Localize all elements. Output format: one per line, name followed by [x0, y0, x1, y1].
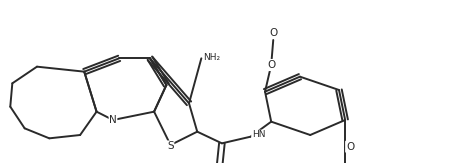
Text: O: O: [267, 60, 275, 70]
Text: S: S: [167, 141, 174, 151]
Text: O: O: [345, 142, 354, 152]
Text: N: N: [109, 115, 117, 125]
Text: O: O: [268, 28, 277, 38]
Text: NH₂: NH₂: [203, 53, 220, 62]
Text: HN: HN: [251, 130, 265, 139]
